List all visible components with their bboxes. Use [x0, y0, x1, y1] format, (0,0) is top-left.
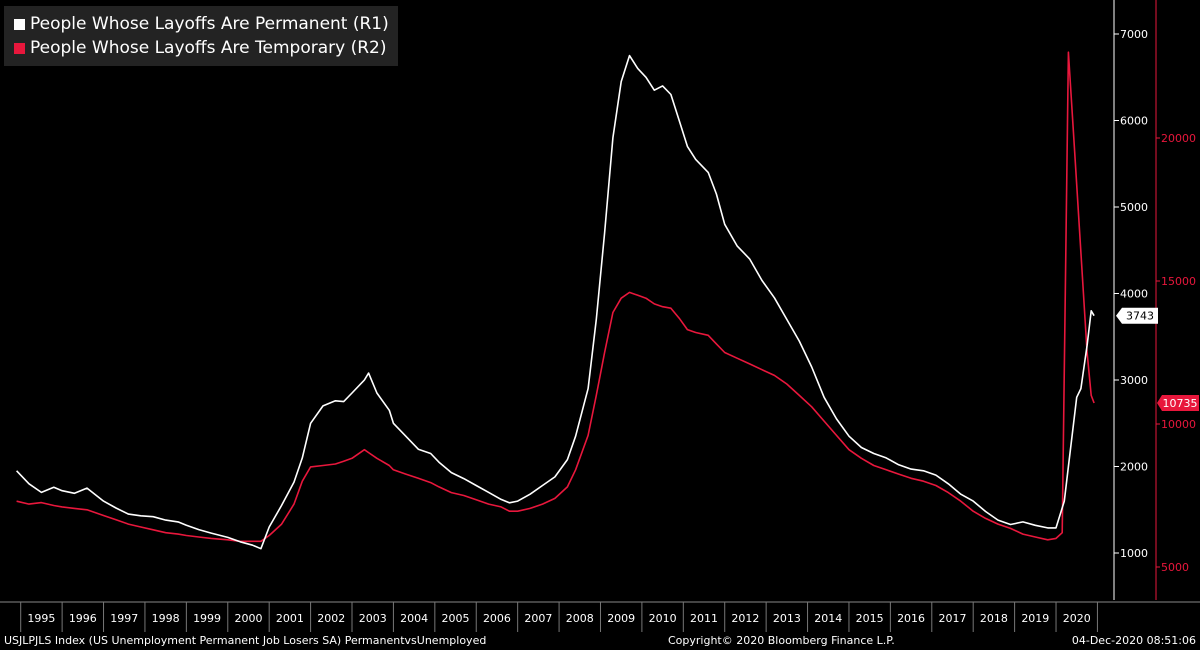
x-tick-label-1999: 1999: [193, 612, 221, 625]
x-tick-label-2019: 2019: [1021, 612, 1049, 625]
last-value-label-temporary: 10735: [1163, 397, 1198, 410]
last-value-badge-permanent-shape: [1116, 307, 1158, 324]
x-tick-label-2017: 2017: [938, 612, 966, 625]
legend: People Whose Layoffs Are Permanent (R1) …: [4, 6, 398, 66]
x-tick-label-2002: 2002: [317, 612, 345, 625]
y2-tick-label-20000: 20000: [1161, 132, 1196, 145]
x-tick-label-1997: 1997: [110, 612, 138, 625]
last-value-badge-temporary-shape: [1157, 394, 1199, 411]
x-tick-label-2000: 2000: [234, 612, 262, 625]
footer-index-description: USJLPJLS Index (US Unemployment Permanen…: [4, 634, 487, 647]
y1-tick-label-5000: 5000: [1120, 201, 1148, 214]
y2-tick-label-5000: 5000: [1161, 561, 1189, 574]
x-tick-label-2016: 2016: [897, 612, 925, 625]
x-tick-label-2003: 2003: [359, 612, 387, 625]
y2-tick-label-15000: 15000: [1161, 275, 1196, 288]
series-line-permanent: [16, 54, 1095, 550]
y1-tick-label-3000: 3000: [1120, 374, 1148, 387]
y1-tick-label-4000: 4000: [1120, 288, 1148, 301]
footer-timestamp: 04-Dec-2020 08:51:06: [1071, 634, 1196, 647]
x-tick-label-2005: 2005: [442, 612, 470, 625]
x-tick-label-2001: 2001: [276, 612, 304, 625]
x-tick-label-2011: 2011: [690, 612, 718, 625]
footer-copyright: Copyright© 2020 Bloomberg Finance L.P.: [668, 634, 895, 647]
last-value-badge-temporary: 10735: [1157, 394, 1199, 411]
x-tick-label-2018: 2018: [980, 612, 1008, 625]
y1-tick-label-1000: 1000: [1120, 547, 1148, 560]
x-tick-label-2007: 2007: [524, 612, 552, 625]
y1-tick-label-6000: 6000: [1120, 115, 1148, 128]
legend-item-temporary: People Whose Layoffs Are Temporary (R2): [14, 36, 386, 60]
y1-tick-label-2000: 2000: [1120, 461, 1148, 474]
x-tick-label-2004: 2004: [400, 612, 428, 625]
x-tick-label-2013: 2013: [773, 612, 801, 625]
x-tick-label-2006: 2006: [483, 612, 511, 625]
x-tick-label-2008: 2008: [566, 612, 594, 625]
y2-tick-label-10000: 10000: [1161, 418, 1196, 431]
x-tick-label-2012: 2012: [731, 612, 759, 625]
legend-label-permanent: People Whose Layoffs Are Permanent (R1): [30, 14, 389, 34]
last-value-badge-permanent: 3743: [1116, 307, 1158, 324]
x-tick-label-2009: 2009: [607, 612, 635, 625]
x-tick-label-1998: 1998: [152, 612, 180, 625]
series-line-temporary: [16, 51, 1095, 543]
y1-tick-label-7000: 7000: [1120, 28, 1148, 41]
x-tick-label-2010: 2010: [649, 612, 677, 625]
x-tick-label-2014: 2014: [814, 612, 842, 625]
legend-swatch-temporary: [14, 42, 25, 54]
x-tick-label-1995: 1995: [27, 612, 55, 625]
x-tick-label-2015: 2015: [856, 612, 884, 625]
axes-layer: 1995 1996 1997 1998 1999 2000 2001 2002 2003 2004…: [20, 28, 1199, 632]
last-value-label-permanent: 3743: [1126, 310, 1154, 323]
legend-swatch-permanent: [14, 18, 25, 30]
x-tick-label-1996: 1996: [69, 612, 97, 625]
legend-label-temporary: People Whose Layoffs Are Temporary (R2): [30, 38, 387, 58]
series-layer: [16, 51, 1095, 550]
x-tick-label-2020: 2020: [1063, 612, 1091, 625]
legend-item-permanent: People Whose Layoffs Are Permanent (R1): [14, 12, 389, 36]
